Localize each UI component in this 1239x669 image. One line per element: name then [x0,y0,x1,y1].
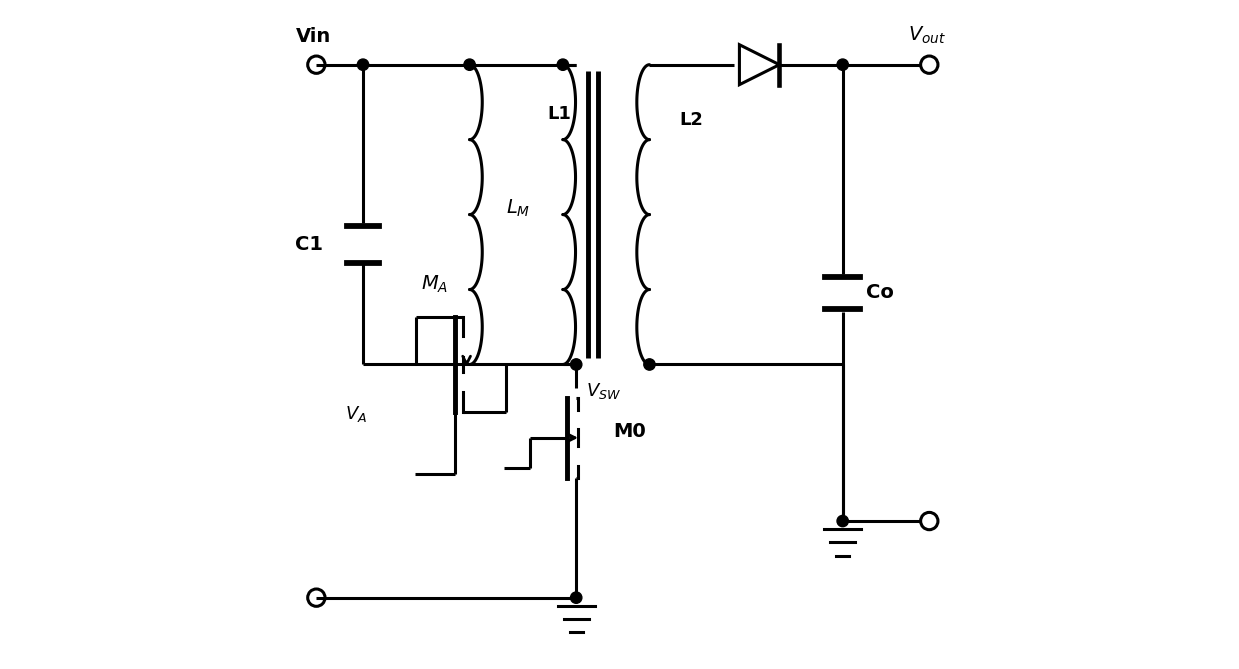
Text: $V_{out}$: $V_{out}$ [908,25,947,46]
Circle shape [570,592,582,603]
Text: $V_A$: $V_A$ [346,405,368,424]
Text: L2: L2 [679,111,704,129]
Circle shape [463,59,476,70]
Circle shape [838,59,849,70]
Text: $M_A$: $M_A$ [421,273,449,294]
Text: $V_{SW}$: $V_{SW}$ [586,381,622,401]
Circle shape [570,359,582,370]
Circle shape [357,59,369,70]
Circle shape [644,359,655,370]
Text: Vin: Vin [295,27,331,46]
Text: M0: M0 [613,421,646,441]
Text: $L_M$: $L_M$ [507,197,530,219]
Text: Co: Co [866,284,893,302]
Circle shape [558,59,569,70]
Text: L1: L1 [548,104,571,122]
Circle shape [838,515,849,527]
Text: C1: C1 [295,235,323,254]
